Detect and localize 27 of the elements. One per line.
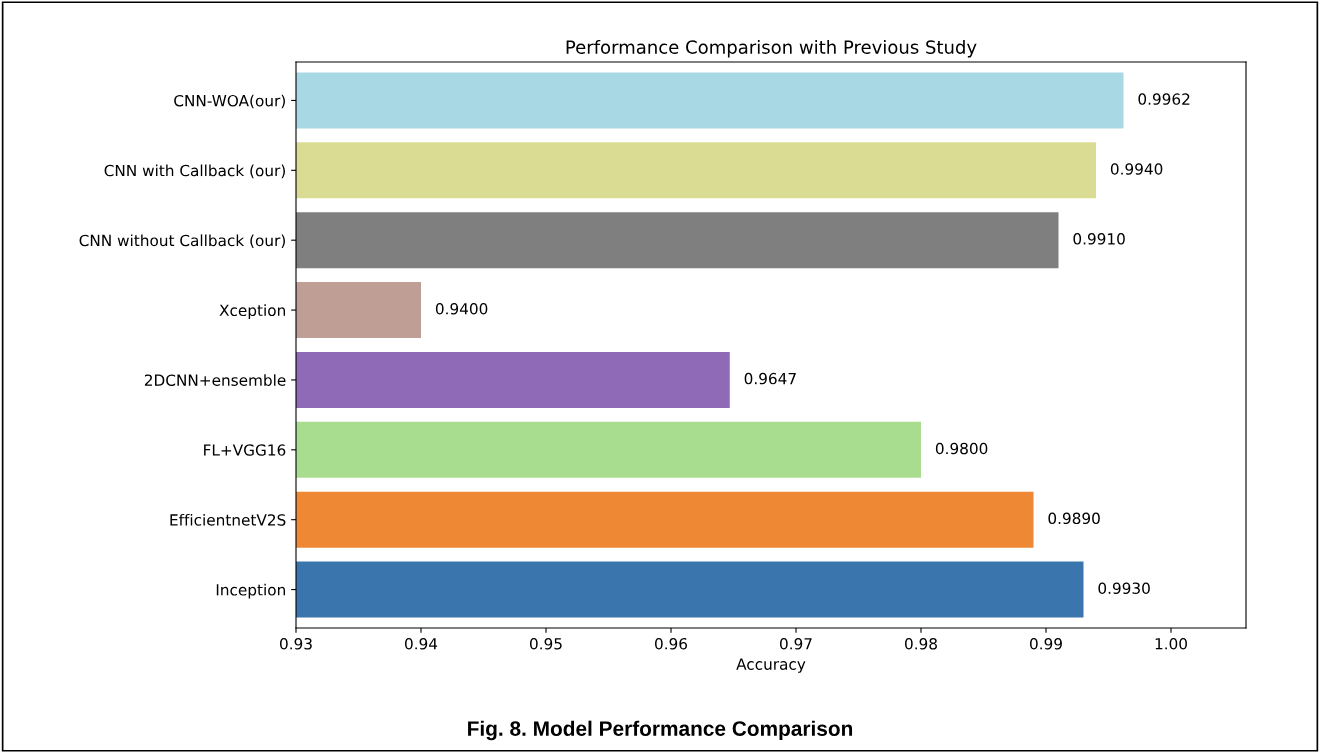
x-tick-label: 0.95 xyxy=(530,637,562,650)
x-tick-label: 1.00 xyxy=(1155,637,1187,650)
chart-title: Performance Comparison with Previous Study xyxy=(566,39,977,58)
caption: Fig. 8. Model Performance Comparison xyxy=(468,720,853,741)
x-tick-label: 0.99 xyxy=(1030,637,1062,650)
x-tick-label: 0.96 xyxy=(655,637,688,650)
x-axis-title: Accuracy xyxy=(736,658,806,673)
data-label: 0.9647 xyxy=(744,372,796,385)
data-label: 0.9400 xyxy=(435,302,488,315)
data-label: 0.9940 xyxy=(1110,163,1163,175)
y-tick-label: Xception xyxy=(219,304,285,320)
y-tick-label: 2DCNN+ensemble xyxy=(144,374,286,386)
data-label: 0.9962 xyxy=(1138,93,1190,105)
data-label: 0.9910 xyxy=(1073,233,1125,245)
x-tick-label: 0.98 xyxy=(905,637,937,650)
x-tick-label: 0.94 xyxy=(405,637,438,650)
y-tick-label: FL+VGG16 xyxy=(204,444,286,456)
x-tick-label: 0.97 xyxy=(780,637,812,650)
data-label: 0.9800 xyxy=(935,442,988,455)
data-label: 0.9890 xyxy=(1048,512,1100,525)
y-tick-label: CNN with Callback (our) xyxy=(104,164,285,179)
data-label: 0.9930 xyxy=(1098,582,1150,594)
y-tick-label: EfficientnetV2S xyxy=(170,513,286,526)
y-tick-label: CNN without Callback (our) xyxy=(79,234,285,248)
x-tick-label: 0.93 xyxy=(280,637,312,650)
y-tick-label: Inception xyxy=(216,583,285,599)
y-tick-label: CNN-WOA(our) xyxy=(174,94,285,109)
